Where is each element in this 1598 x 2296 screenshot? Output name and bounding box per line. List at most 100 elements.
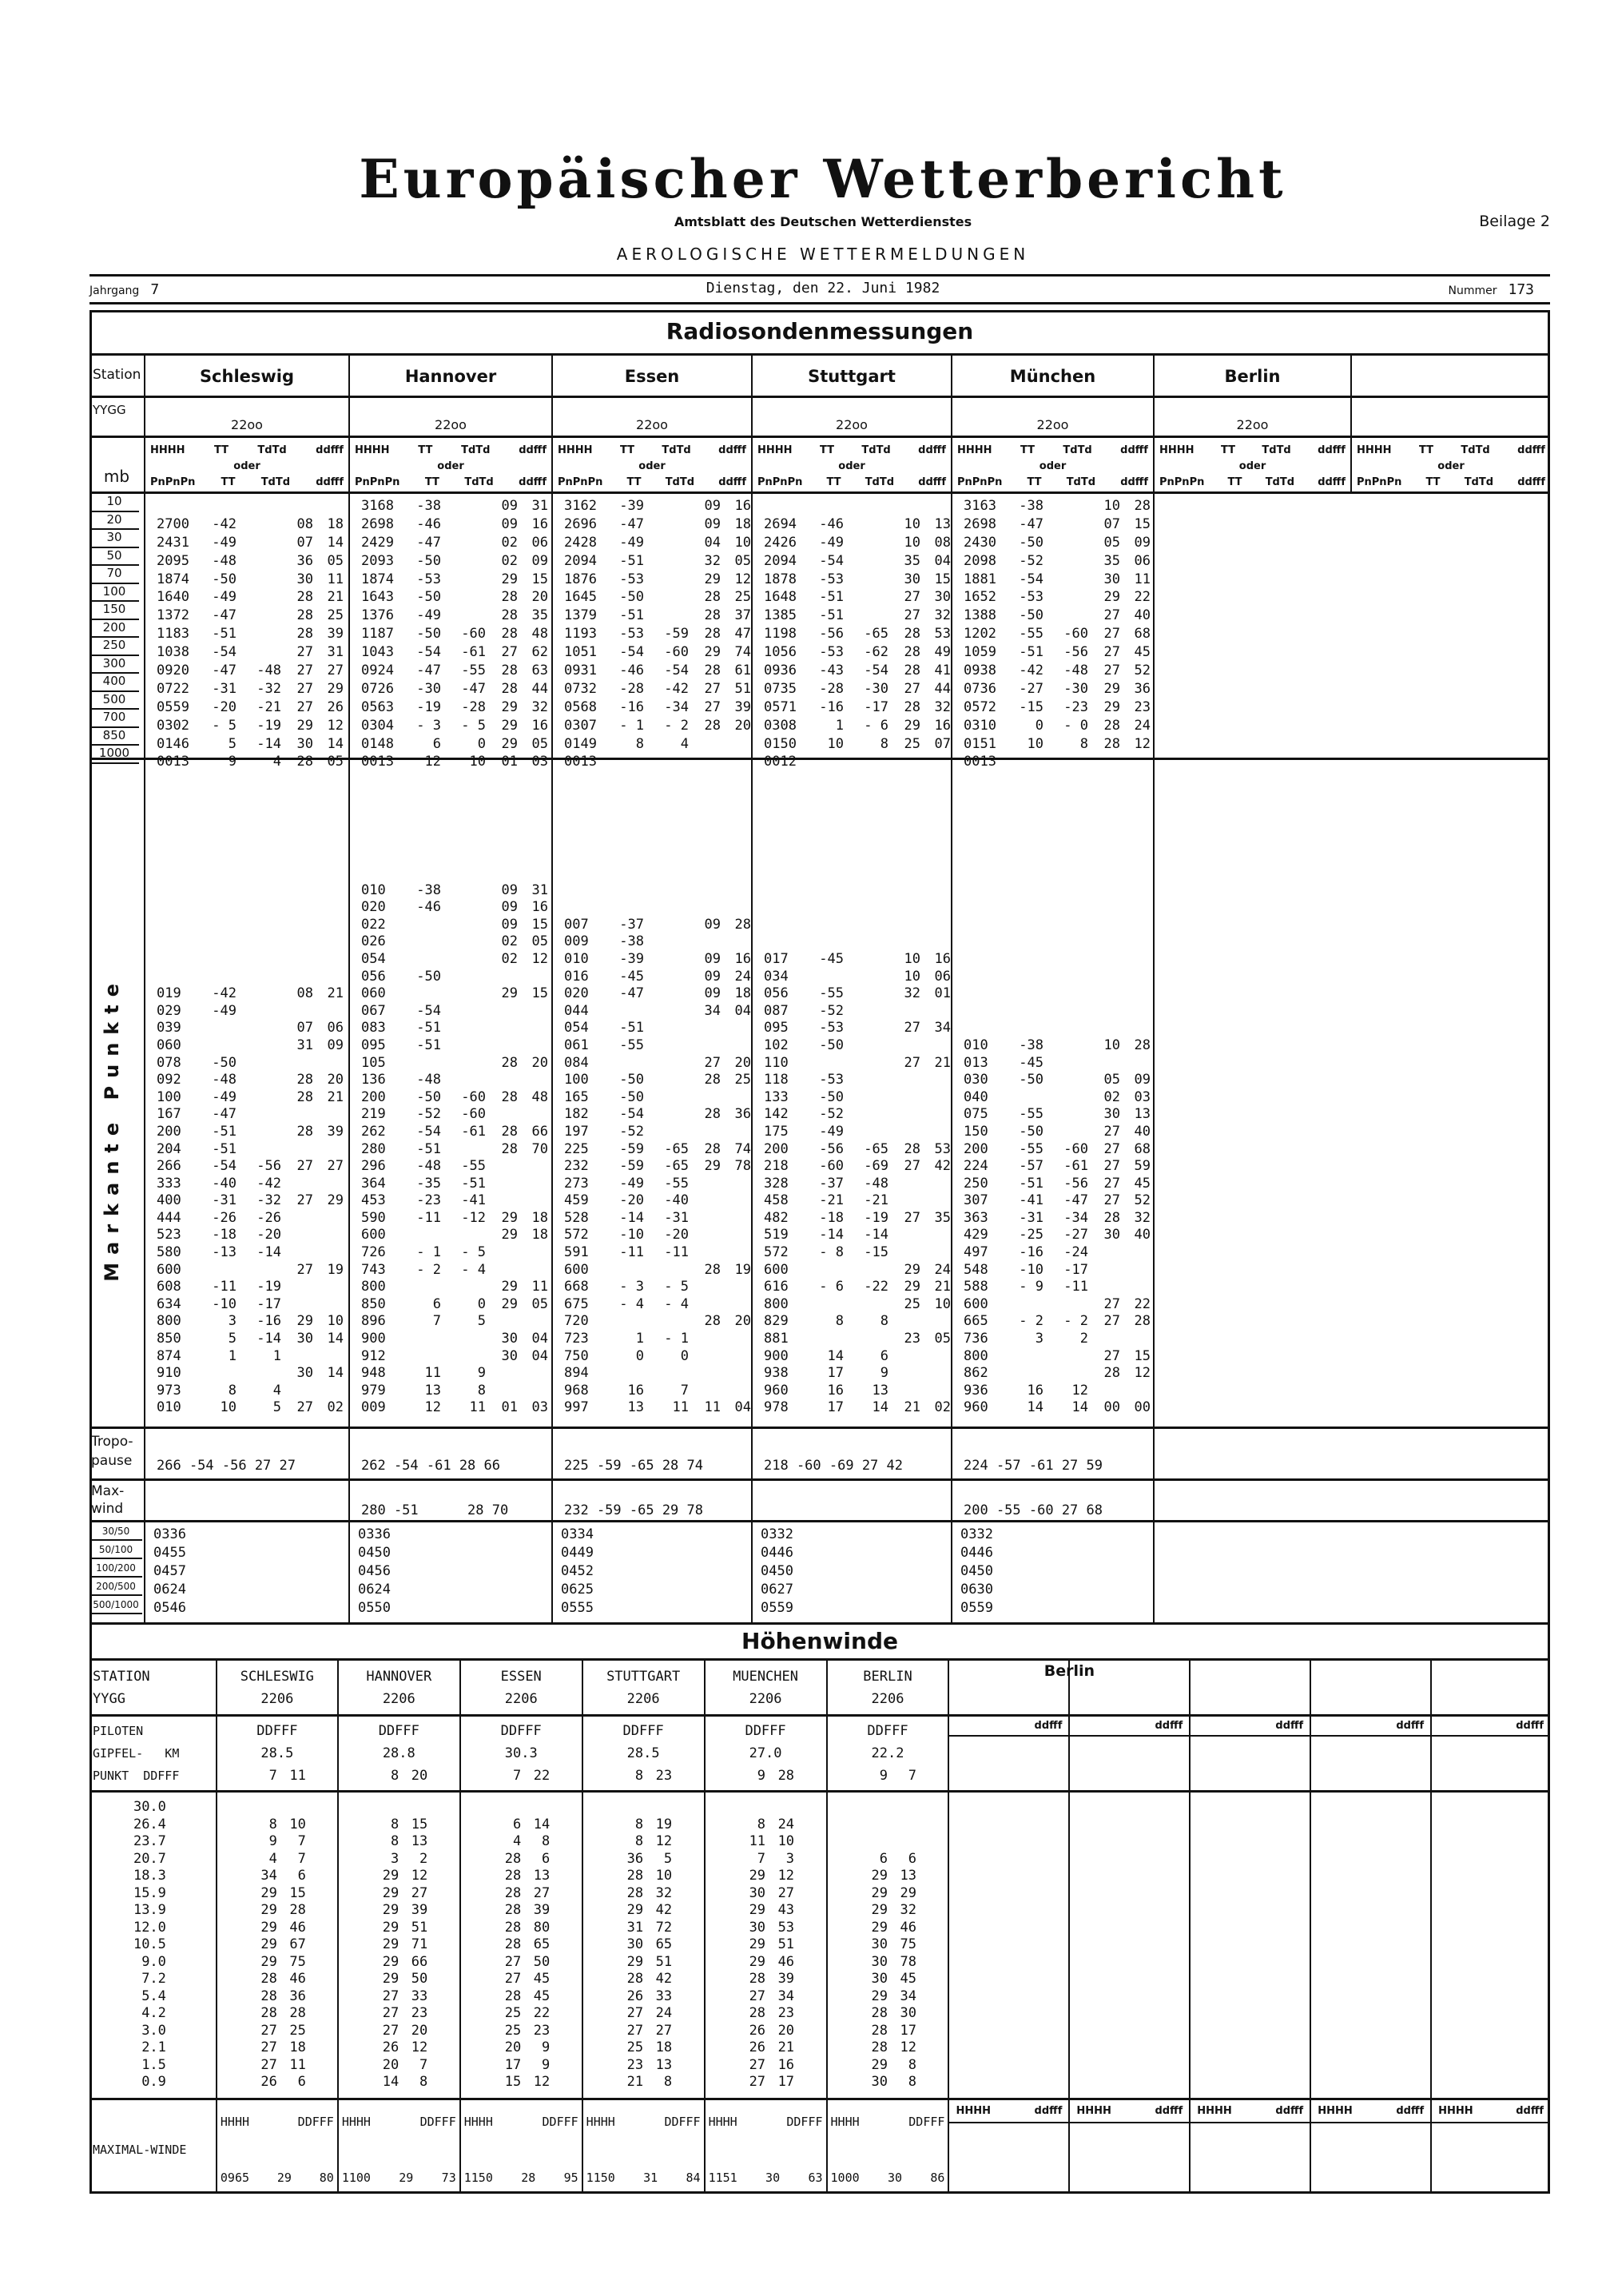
field: 743: [361, 1261, 386, 1278]
field: 092: [157, 1072, 181, 1088]
field: [644, 1072, 689, 1089]
field: [888, 1227, 920, 1244]
field: [518, 1020, 548, 1037]
field: 829: [764, 1313, 789, 1330]
field: 10: [904, 950, 920, 967]
hhhh-label: HHHH: [341, 2115, 371, 2129]
field: - 3: [416, 717, 441, 734]
field: 936: [964, 1382, 988, 1399]
field: [844, 951, 888, 969]
field: [406, 1055, 441, 1072]
field: 32: [1134, 1209, 1151, 1226]
field: 22: [1134, 589, 1151, 606]
fff: 8: [908, 2074, 916, 2090]
fff: 18: [655, 2039, 673, 2055]
field: 0: [1035, 717, 1043, 734]
dd: 30: [871, 1936, 888, 1952]
header-line: HHHH TT TdTd ddfff: [558, 443, 746, 459]
field: -50: [416, 552, 441, 569]
field: 5: [477, 1313, 486, 1330]
winds-title: Höhenwinde: [89, 1622, 1550, 1658]
field: 110: [764, 1054, 789, 1071]
gipfel-cell: DDFFF 22.2 9 7: [828, 1717, 948, 1787]
header-tdtd: TdTd: [665, 476, 695, 488]
table-cell: 0336 0450 0456 0624 0550: [348, 1522, 551, 1622]
field: 31: [296, 1037, 313, 1053]
field: 458: [764, 1192, 789, 1209]
field: 34: [704, 1002, 721, 1019]
field: 20: [327, 1072, 344, 1088]
gipfel-text: GIPFEL- KM: [93, 1746, 180, 1761]
hhhh: 1100: [341, 2171, 371, 2185]
field: 28: [704, 626, 721, 643]
table-cell: [1350, 356, 1550, 396]
field: - 1: [416, 1244, 441, 1261]
jahrgang-label: Jahrgang: [89, 285, 140, 297]
dd: 27: [382, 2022, 400, 2039]
field: [406, 1227, 441, 1244]
table-cell: Schleswig: [144, 356, 348, 396]
field: -52: [619, 1123, 644, 1140]
thickness-value: 0336: [358, 1526, 391, 1542]
field: 0: [635, 1347, 644, 1364]
field: 29: [501, 1295, 518, 1312]
field: [1043, 1055, 1088, 1072]
field: 68: [1134, 626, 1151, 643]
field: -54: [212, 644, 237, 661]
dd: 30: [871, 1953, 888, 1970]
field: 16: [734, 950, 751, 967]
field: 09: [327, 1037, 344, 1053]
field: [888, 1106, 920, 1124]
field: -14: [819, 1227, 844, 1244]
field: 200: [764, 1140, 789, 1157]
field: -50: [1019, 1123, 1043, 1140]
wind-line: 29 51: [706, 1936, 826, 1954]
field: 00: [1134, 1399, 1151, 1416]
wind-line: 29 51: [339, 1920, 459, 1937]
wind-line: 21 8: [583, 2074, 704, 2091]
column-header: HHHH TT TdTd ddfff oder PnPnPn TT TdTd ddfff: [952, 438, 1153, 495]
field: 800: [764, 1295, 789, 1312]
table-cell: [1350, 494, 1550, 758]
field: 28: [704, 1140, 721, 1157]
tropopause-value: 266 -54 -56 27 27: [157, 1458, 296, 1474]
field: -47: [212, 607, 237, 624]
field: -17: [1063, 1261, 1088, 1278]
field: -50: [619, 1072, 644, 1088]
field: 083: [361, 1020, 386, 1037]
wind-line: 26 21: [706, 2039, 826, 2057]
field: 750: [564, 1347, 589, 1364]
dd: 30: [871, 2074, 888, 2090]
field: 364: [361, 1175, 386, 1192]
field: 52: [1134, 1192, 1151, 1209]
thickness-label: 50/100: [89, 1541, 142, 1559]
field: [609, 1313, 644, 1331]
field: [844, 1020, 888, 1037]
tropopause-value: 225 -59 -65 28 74: [564, 1458, 703, 1474]
fff: 71: [411, 1936, 428, 1952]
header-pnpnpn: PnPnPn: [1159, 476, 1205, 488]
fff: 29: [900, 1884, 916, 1901]
table-cell: 0336 0455 0457 0624 0546: [144, 1522, 348, 1622]
dd: 4: [512, 1833, 522, 1849]
field: 04: [734, 1399, 751, 1416]
field: 13: [872, 1382, 888, 1399]
field: [721, 933, 751, 951]
wind-line: 28 80: [461, 1920, 582, 1937]
station-name: STUTTGART: [606, 1669, 681, 1685]
field: -48: [416, 1072, 441, 1088]
field: 09: [501, 899, 518, 916]
level-label: 13.9: [133, 1902, 166, 1918]
field: -17: [256, 1295, 281, 1312]
data-line: 900 14 6: [753, 1348, 951, 1366]
field: 08: [934, 534, 951, 551]
data-line: 0571 -16 -17 28 32: [753, 698, 951, 717]
field: -50: [819, 1037, 844, 1053]
field: 497: [964, 1244, 988, 1261]
level-label: 10.5: [133, 1936, 166, 1952]
wind-line: 29 12: [706, 1868, 826, 1885]
wind-line: 28 23: [706, 2005, 826, 2023]
header-ddfff: ddfff: [316, 444, 344, 456]
field: 16: [734, 498, 751, 514]
field: 09: [501, 498, 518, 514]
